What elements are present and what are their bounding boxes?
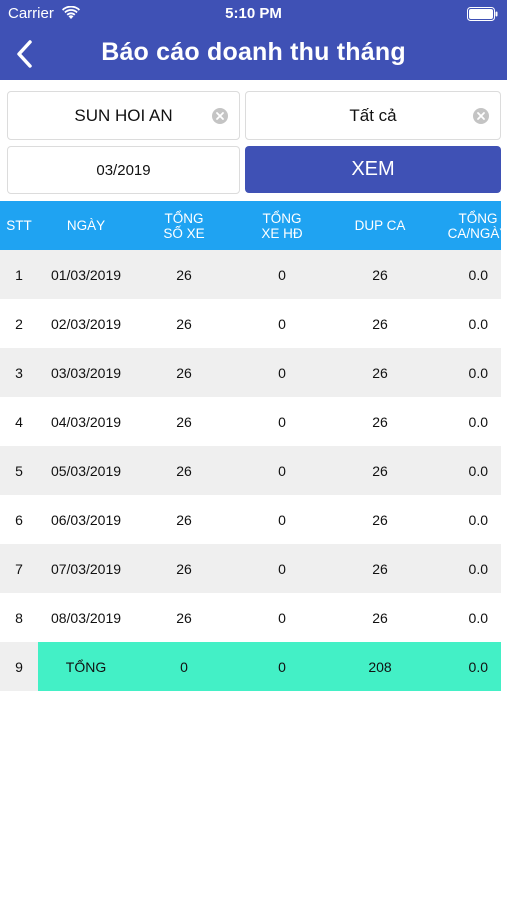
page-title: Báo cáo doanh thu tháng: [101, 38, 406, 66]
dup-ca-cell: 26: [372, 609, 388, 626]
stt-cell: 7: [15, 560, 23, 577]
station-value: SUN HOI AN: [74, 105, 173, 125]
shifts-per-day-sum: 0.0: [468, 658, 488, 675]
table-row[interactable]: 5 05/03/2019 26 0 26 0.0: [0, 446, 501, 495]
total-vehicles-cell: 26: [176, 560, 192, 577]
dup-ca-cell: 26: [372, 462, 388, 479]
shifts-per-day-cell: 0.0: [468, 315, 488, 332]
contract-vehicles-cell: 0: [278, 315, 286, 332]
status-bar: Carrier 5:10 PM: [0, 0, 507, 28]
table-row[interactable]: 6 06/03/2019 26 0 26 0.0: [0, 495, 501, 544]
date-cell: 08/03/2019: [50, 609, 122, 626]
table-row[interactable]: 1 01/03/2019 26 0 26 0.0: [0, 250, 501, 299]
stt-cell: 9: [15, 658, 23, 675]
total-vehicles-cell: 26: [176, 462, 192, 479]
shifts-per-day-cell: 0.0: [468, 364, 488, 381]
stt-cell: 5: [15, 462, 23, 479]
dup-ca-cell: 26: [372, 511, 388, 528]
wifi-icon: [62, 6, 80, 19]
table-header: STT NGÀY TỔNG SỐ XE TỔNG XE HĐ DUP CA TỔ…: [0, 201, 501, 250]
date-cell: 05/03/2019: [50, 462, 122, 479]
clear-station-icon[interactable]: [211, 107, 229, 125]
total-vehicles-cell: 26: [176, 609, 192, 626]
contract-vehicles-cell: 0: [278, 462, 286, 479]
contract-vehicles-sum: 0: [278, 658, 286, 675]
total-vehicles-sum: 0: [180, 658, 188, 675]
battery-icon: [467, 7, 498, 21]
station-select[interactable]: SUN HOI AN: [7, 91, 240, 140]
stt-cell: 6: [15, 511, 23, 528]
column-header-stt: STT: [6, 218, 32, 233]
contract-vehicles-cell: 0: [278, 364, 286, 381]
shifts-per-day-cell: 0.0: [468, 511, 488, 528]
shifts-per-day-cell: 0.0: [468, 462, 488, 479]
stt-cell: 1: [15, 266, 23, 283]
contract-vehicles-cell: 0: [278, 266, 286, 283]
table-row[interactable]: 8 08/03/2019 26 0 26 0.0: [0, 593, 501, 642]
date-cell: 01/03/2019: [50, 266, 122, 283]
shifts-per-day-cell: 0.0: [468, 609, 488, 626]
dup-ca-cell: 26: [372, 364, 388, 381]
navigation-bar: Báo cáo doanh thu tháng: [0, 28, 507, 80]
chevron-left-icon: [17, 40, 32, 68]
total-vehicles-cell: 26: [176, 315, 192, 332]
total-vehicles-cell: 26: [176, 511, 192, 528]
table-body: 1 01/03/2019 26 0 26 0.0 2 02/03/2019 26…: [0, 250, 501, 691]
table-row[interactable]: 3 03/03/2019 26 0 26 0.0: [0, 348, 501, 397]
shifts-per-day-cell: 0.0: [468, 413, 488, 430]
total-label: TỔNG: [65, 658, 107, 675]
date-cell: 03/03/2019: [50, 364, 122, 381]
table-row[interactable]: 2 02/03/2019 26 0 26 0.0: [0, 299, 501, 348]
clear-type-icon[interactable]: [472, 107, 490, 125]
dup-ca-sum: 208: [368, 658, 392, 675]
date-cell: 04/03/2019: [50, 413, 122, 430]
date-cell: 02/03/2019: [50, 315, 122, 332]
month-value: 03/2019: [96, 161, 151, 179]
total-vehicles-cell: 26: [176, 413, 192, 430]
shifts-per-day-cell: 0.0: [468, 560, 488, 577]
total-row-highlight: [38, 642, 501, 691]
shifts-per-day-cell: 0.0: [468, 266, 488, 283]
stt-cell: 2: [15, 315, 23, 332]
dup-ca-cell: 26: [372, 413, 388, 430]
carrier-label: Carrier: [8, 5, 54, 22]
table-row[interactable]: 4 04/03/2019 26 0 26 0.0: [0, 397, 501, 446]
column-header-contract-vehicles: TỔNG XE HĐ: [261, 210, 303, 241]
stt-cell: 3: [15, 364, 23, 381]
contract-vehicles-cell: 0: [278, 511, 286, 528]
total-row: 9 TỔNG 0 0 208 0.0: [0, 642, 501, 691]
dup-ca-cell: 26: [372, 560, 388, 577]
total-stt-background: [0, 642, 38, 691]
dup-ca-cell: 26: [372, 315, 388, 332]
table-row[interactable]: 7 07/03/2019 26 0 26 0.0: [0, 544, 501, 593]
back-button[interactable]: [8, 36, 44, 72]
date-cell: 06/03/2019: [50, 511, 122, 528]
stt-cell: 8: [15, 609, 23, 626]
column-header-shifts-per-day: TỔNG CA/NGÀY: [447, 210, 501, 241]
contract-vehicles-cell: 0: [278, 413, 286, 430]
contract-vehicles-cell: 0: [278, 609, 286, 626]
stt-cell: 4: [15, 413, 23, 430]
column-header-dup-ca: DUP CA: [354, 218, 406, 233]
status-time: 5:10 PM: [225, 5, 282, 22]
date-cell: 07/03/2019: [50, 560, 122, 577]
view-button[interactable]: XEM: [245, 146, 501, 193]
column-header-total-vehicles: TỔNG SỐ XE: [163, 210, 205, 241]
total-vehicles-cell: 26: [176, 364, 192, 381]
column-header-date: NGÀY: [66, 218, 106, 233]
dup-ca-cell: 26: [372, 266, 388, 283]
type-select[interactable]: Tất cả: [245, 91, 501, 140]
type-value: Tất cả: [349, 105, 397, 125]
month-picker[interactable]: 03/2019: [7, 146, 240, 194]
contract-vehicles-cell: 0: [278, 560, 286, 577]
total-vehicles-cell: 26: [176, 266, 192, 283]
